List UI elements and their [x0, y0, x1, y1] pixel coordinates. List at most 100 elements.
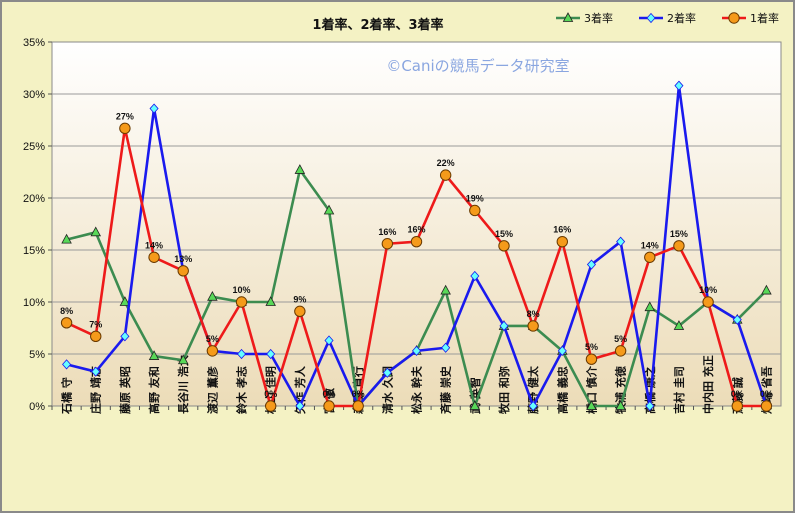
data-point	[90, 330, 102, 343]
data-label: 10%	[699, 285, 717, 295]
data-point	[177, 265, 189, 277]
legend-label: 1着率	[750, 11, 779, 25]
data-label: 7%	[89, 319, 102, 329]
data-point	[149, 103, 159, 114]
data-point	[673, 240, 685, 252]
y-tick-label: 5%	[29, 349, 45, 361]
data-label: 22%	[437, 158, 455, 168]
data-point	[586, 259, 596, 270]
data-label: 16%	[378, 227, 396, 237]
data-label: 15%	[670, 229, 688, 239]
data-label: 9%	[293, 294, 306, 304]
y-tick-label: 30%	[23, 89, 45, 101]
data-label: 19%	[466, 193, 484, 203]
legend-marker	[728, 12, 740, 24]
data-label: 5%	[206, 334, 219, 344]
data-point	[499, 320, 509, 332]
data-label: 0%	[731, 389, 744, 399]
watermark: ©Caniの競馬データ研究室	[386, 57, 569, 75]
data-point	[614, 345, 627, 357]
y-tick-label: 35%	[23, 37, 45, 49]
gridlines	[52, 93, 781, 355]
chart-title: 1着率、2着率、3着率	[312, 17, 443, 33]
data-label: 15%	[495, 229, 513, 239]
x-tick-label: 鈴木 孝志	[235, 366, 249, 414]
data-label: 13%	[174, 254, 192, 264]
data-point	[440, 284, 451, 295]
data-label: 0%	[352, 389, 365, 399]
data-point	[381, 238, 394, 250]
data-point	[673, 320, 685, 330]
data-label: 14%	[145, 240, 163, 250]
y-tick-label: 15%	[23, 245, 45, 257]
y-axis: 0% 5% 10% 15% 20% 25% 30% 35%	[23, 37, 52, 413]
data-label: 8%	[527, 309, 540, 319]
data-point	[410, 235, 423, 248]
data-point	[615, 400, 626, 410]
data-point	[557, 345, 567, 356]
x-tick-label: 吉村 圭司	[672, 366, 686, 414]
legend-item-1: 3着率	[556, 11, 613, 25]
data-point	[470, 270, 480, 282]
y-tick-label: 10%	[23, 297, 45, 309]
x-tick-label: 牧浦 充徳	[614, 366, 628, 414]
data-point	[148, 350, 160, 360]
data-point	[644, 251, 656, 263]
data-point	[323, 204, 335, 215]
data-point	[206, 345, 219, 357]
data-label: 0%	[264, 389, 277, 399]
data-point	[323, 400, 335, 412]
legend-marker	[646, 12, 656, 24]
data-point	[177, 354, 189, 365]
data-point	[91, 366, 101, 377]
y-tick-label: 0%	[29, 401, 45, 413]
data-point	[265, 400, 277, 412]
data-point	[585, 353, 598, 365]
x-tick-label: 石橋 守	[60, 377, 74, 415]
y-tick-label: 25%	[23, 141, 45, 153]
series-3	[60, 122, 773, 412]
x-tick-label: 庄野 靖志	[89, 366, 103, 414]
data-point	[674, 80, 684, 91]
data-point	[616, 236, 626, 247]
x-tick-label: 高野 友和	[147, 366, 161, 414]
data-point	[441, 342, 451, 353]
data-point	[237, 348, 247, 360]
data-label: 16%	[407, 225, 425, 235]
legend-marker	[562, 12, 574, 22]
data-point	[469, 204, 481, 217]
x-tick-label: 高橋 義忠	[555, 366, 569, 414]
data-point	[732, 314, 742, 325]
x-tick-label: 長谷川 浩大	[176, 355, 190, 414]
data-point	[761, 284, 772, 295]
data-point	[148, 251, 160, 263]
data-point	[120, 331, 130, 342]
data-point	[62, 359, 72, 370]
legend: 3着率 2着率 1着率	[556, 11, 779, 25]
data-point	[266, 348, 276, 360]
data-point	[90, 226, 102, 237]
x-tick-label: 中内田 充正	[701, 355, 715, 414]
data-point	[235, 296, 248, 308]
data-point	[528, 400, 538, 412]
data-point	[294, 164, 306, 174]
data-point	[645, 400, 655, 412]
data-point	[586, 400, 597, 410]
data-point	[119, 296, 131, 306]
data-point	[207, 290, 218, 301]
x-tick-label: 牧田 和弥	[497, 366, 511, 414]
data-point	[352, 400, 364, 412]
data-point	[760, 400, 773, 412]
x-tick-label: 松永 幹夫	[410, 365, 424, 414]
data-label: 10%	[233, 285, 251, 295]
data-point	[119, 122, 131, 135]
data-label: 5%	[614, 334, 627, 344]
x-tick-label: 渡辺 薫彦	[205, 366, 219, 414]
data-point	[61, 233, 72, 244]
data-point	[382, 367, 392, 378]
y-tick-label: 20%	[23, 193, 45, 205]
data-point	[469, 400, 481, 410]
legend-item-2: 2着率	[639, 11, 696, 25]
x-tick-label: 藤原 英昭	[118, 366, 132, 414]
